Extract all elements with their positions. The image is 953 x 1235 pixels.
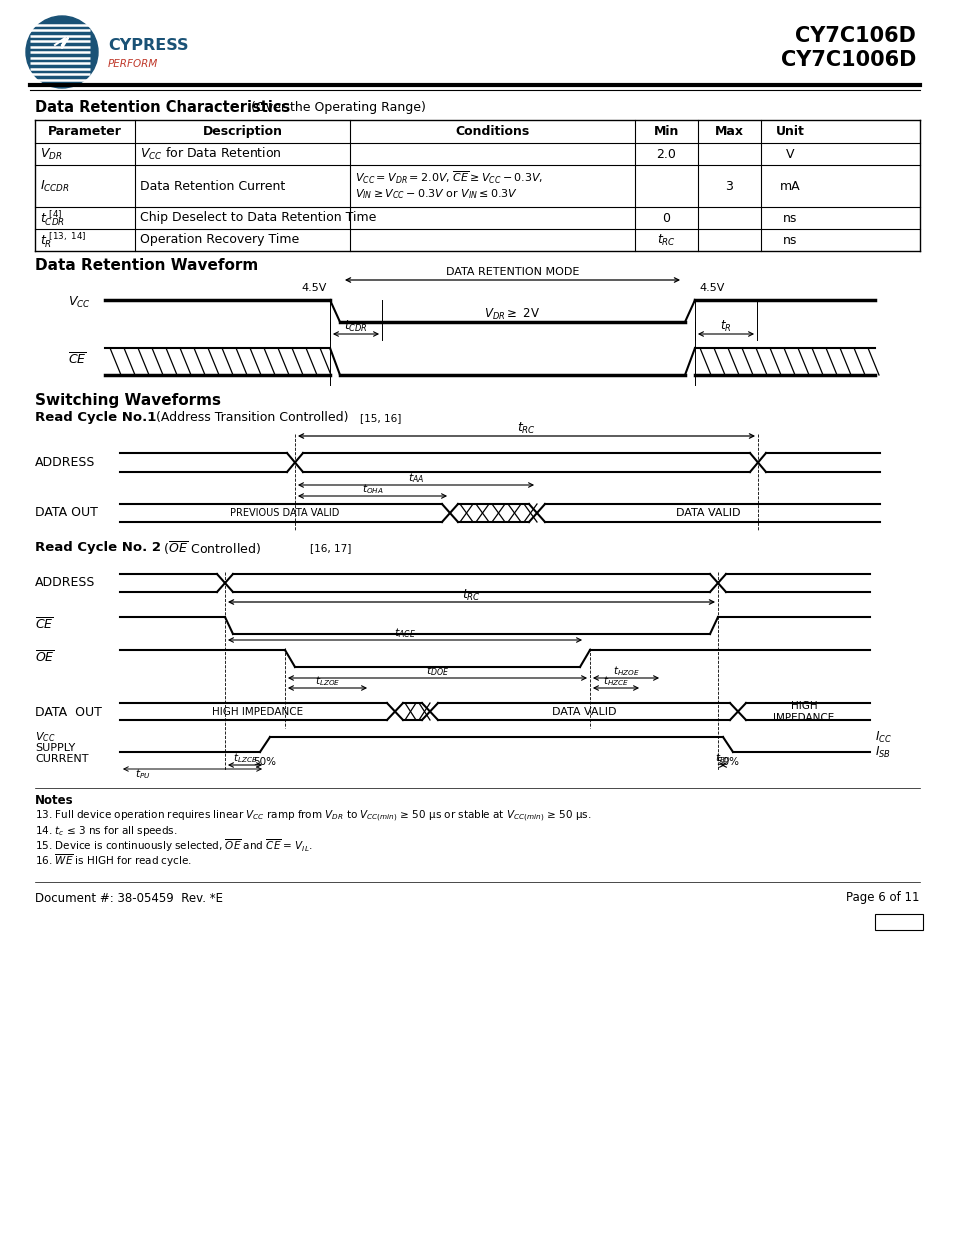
Text: IMPEDANCE: IMPEDANCE [773, 713, 834, 722]
Text: $I_{SB}$: $I_{SB}$ [874, 745, 890, 760]
Text: Operation Recovery Time: Operation Recovery Time [140, 233, 299, 247]
Text: Data Retention Current: Data Retention Current [140, 179, 285, 193]
Text: DATA  OUT: DATA OUT [35, 705, 102, 719]
Text: $V_{DR}$: $V_{DR}$ [40, 147, 63, 162]
Text: PREVIOUS DATA VALID: PREVIOUS DATA VALID [230, 508, 339, 517]
Text: Switching Waveforms: Switching Waveforms [35, 393, 221, 408]
Text: Max: Max [714, 125, 743, 138]
Text: DATA VALID: DATA VALID [551, 706, 616, 718]
Text: $t_{RC}$: $t_{RC}$ [517, 420, 536, 436]
Text: DATA OUT: DATA OUT [35, 506, 98, 520]
Text: ADDRESS: ADDRESS [35, 456, 95, 468]
Text: 2.0: 2.0 [656, 147, 676, 161]
Text: Page 6 of 11: Page 6 of 11 [845, 892, 919, 904]
Text: 4.5V: 4.5V [301, 283, 327, 293]
Text: Document #: 38-05459  Rev. *E: Document #: 38-05459 Rev. *E [35, 892, 223, 904]
Text: Min: Min [653, 125, 679, 138]
Text: [16, 17]: [16, 17] [310, 543, 351, 553]
Text: $\overline{CE}$: $\overline{CE}$ [68, 352, 87, 368]
Text: Read Cycle No. 2: Read Cycle No. 2 [35, 541, 161, 555]
Text: CURRENT: CURRENT [35, 755, 89, 764]
Text: 3: 3 [725, 179, 733, 193]
Text: Read Cycle No.1: Read Cycle No.1 [35, 411, 156, 425]
Text: 14. $t_c$ ≤ 3 ns for all speeds.: 14. $t_c$ ≤ 3 ns for all speeds. [35, 824, 177, 839]
Text: (Over the Operating Range): (Over the Operating Range) [247, 101, 425, 115]
Text: Data Retention Waveform: Data Retention Waveform [35, 258, 258, 273]
Text: $t_{CDR}$: $t_{CDR}$ [344, 319, 368, 333]
Text: $V_{CC} = V_{DR} = 2.0V$, $\overline{CE} \geq V_{CC}-0.3V$,: $V_{CC} = V_{DR} = 2.0V$, $\overline{CE}… [355, 169, 542, 186]
Text: $t_{ACE}$: $t_{ACE}$ [394, 626, 416, 640]
Text: 16. $\overline{WE}$ is HIGH for read cycle.: 16. $\overline{WE}$ is HIGH for read cyc… [35, 852, 192, 869]
Text: Notes: Notes [35, 794, 73, 806]
Text: mA: mA [780, 179, 800, 193]
Circle shape [26, 16, 98, 88]
Text: $V_{IN} \geq V_{CC}-0.3V$ or $V_{IN} \leq 0.3V$: $V_{IN} \geq V_{CC}-0.3V$ or $V_{IN} \le… [355, 186, 517, 201]
FancyBboxPatch shape [874, 914, 923, 930]
Text: 4.5V: 4.5V [699, 283, 723, 293]
Text: $t_{LZCE}$: $t_{LZCE}$ [233, 751, 257, 764]
Text: $I_{CCDR}$: $I_{CCDR}$ [40, 178, 70, 194]
Text: $t_{R}^{\ [13,\ 14]}$: $t_{R}^{\ [13,\ 14]}$ [40, 230, 86, 249]
Text: $t_{HZOE}$: $t_{HZOE}$ [612, 664, 639, 678]
Text: DATA VALID: DATA VALID [676, 508, 740, 517]
Text: $I_{CC}$: $I_{CC}$ [874, 730, 891, 745]
Text: $t_{HZCE}$: $t_{HZCE}$ [602, 674, 628, 688]
Text: Chip Deselect to Data Retention Time: Chip Deselect to Data Retention Time [140, 211, 376, 225]
Text: Description: Description [202, 125, 282, 138]
Text: $t_{PD}$: $t_{PD}$ [715, 751, 730, 764]
Text: Data Retention Characteristics: Data Retention Characteristics [35, 100, 290, 116]
Text: $t_{CDR}^{\ [4]}$: $t_{CDR}^{\ [4]}$ [40, 209, 65, 227]
Text: $t_R$: $t_R$ [720, 319, 731, 333]
Text: 15. Device is continuously selected, $\overline{OE}$ and $\overline{CE}$ = $V_{I: 15. Device is continuously selected, $\o… [35, 837, 313, 855]
Text: $t_{DOE}$: $t_{DOE}$ [425, 664, 449, 678]
Text: $t_{PU}$: $t_{PU}$ [135, 767, 151, 781]
Text: CYPRESS: CYPRESS [108, 38, 189, 53]
Text: $t_{RC}$: $t_{RC}$ [461, 588, 480, 603]
Text: $V_{DR} \geq$ 2V: $V_{DR} \geq$ 2V [484, 306, 540, 321]
Text: HIGH IMPEDANCE: HIGH IMPEDANCE [212, 706, 303, 718]
Text: $\overline{CE}$: $\overline{CE}$ [35, 618, 53, 632]
Text: Conditions: Conditions [455, 125, 529, 138]
Text: $t_{AA}$: $t_{AA}$ [407, 471, 424, 485]
Text: 13. Full device operation requires linear $V_{CC}$ ramp from $V_{DR}$ to $V_{CC(: 13. Full device operation requires linea… [35, 808, 591, 824]
Text: ADDRESS: ADDRESS [35, 577, 95, 589]
Text: $V_{CC}$ for Data Retention: $V_{CC}$ for Data Retention [140, 146, 281, 162]
Text: CY7C106D: CY7C106D [794, 26, 915, 46]
Text: DATA RETENTION MODE: DATA RETENTION MODE [445, 267, 578, 277]
Text: $t_{OHA}$: $t_{OHA}$ [361, 482, 383, 496]
Text: ($\overline{OE}$ Controlled): ($\overline{OE}$ Controlled) [160, 540, 262, 557]
Text: $\overline{OE}$: $\overline{OE}$ [35, 651, 54, 666]
Text: 50%: 50% [716, 757, 739, 767]
Text: ns: ns [782, 211, 797, 225]
Text: SUPPLY: SUPPLY [35, 743, 75, 753]
Text: HIGH: HIGH [790, 701, 817, 711]
Text: 0: 0 [661, 211, 670, 225]
Text: CY7C1006D: CY7C1006D [780, 49, 915, 70]
Text: $V_{CC}$: $V_{CC}$ [68, 294, 91, 310]
Text: PERFORM: PERFORM [108, 59, 158, 69]
Text: $t_{LZOE}$: $t_{LZOE}$ [314, 674, 340, 688]
Text: Unit: Unit [775, 125, 804, 138]
Text: (Address Transition Controlled): (Address Transition Controlled) [152, 411, 352, 425]
Text: V: V [785, 147, 794, 161]
Text: [15, 16]: [15, 16] [359, 412, 401, 424]
Text: 50%: 50% [253, 757, 276, 767]
Text: ns: ns [782, 233, 797, 247]
Text: $t_{RC}$: $t_{RC}$ [657, 232, 676, 247]
Text: $V_{CC}$: $V_{CC}$ [35, 730, 55, 743]
Text: Parameter: Parameter [48, 125, 122, 138]
